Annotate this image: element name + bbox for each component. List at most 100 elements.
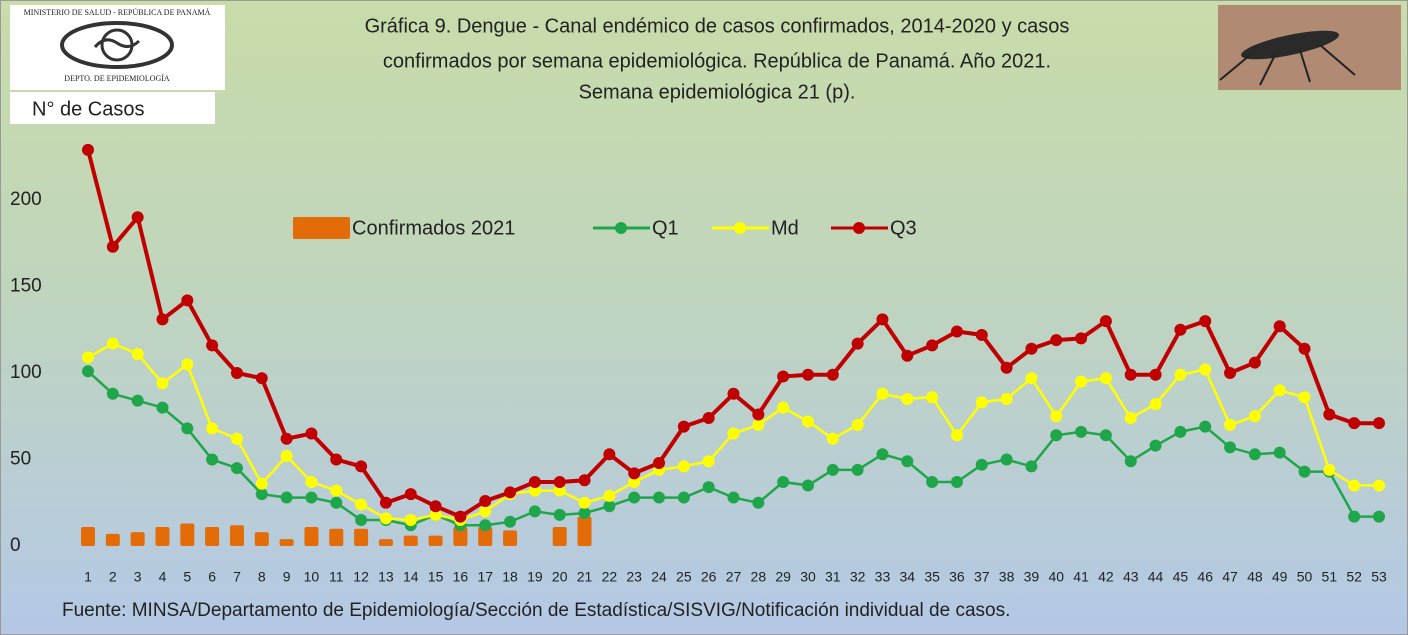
x-tick-label: 11 xyxy=(329,569,344,585)
marker xyxy=(1050,429,1063,442)
bar xyxy=(105,533,120,546)
legend-label: Md xyxy=(771,217,799,239)
marker xyxy=(1149,398,1162,411)
marker xyxy=(1124,368,1137,381)
marker xyxy=(553,508,566,521)
marker xyxy=(1323,408,1336,421)
bar xyxy=(229,525,244,546)
marker xyxy=(1298,342,1311,355)
marker xyxy=(355,498,368,511)
marker xyxy=(1000,361,1013,374)
marker xyxy=(106,240,119,253)
marker xyxy=(255,488,268,501)
marker xyxy=(1224,441,1237,454)
x-tick-label: 39 xyxy=(1024,569,1040,585)
x-tick-label: 29 xyxy=(775,569,791,585)
marker xyxy=(1149,368,1162,381)
marker xyxy=(1199,363,1212,376)
x-tick-label: 9 xyxy=(283,569,291,585)
x-tick-label: 23 xyxy=(626,569,642,585)
marker xyxy=(628,467,641,480)
x-tick-label: 30 xyxy=(800,569,816,585)
x-tick-label: 45 xyxy=(1173,569,1189,585)
y-tick-label: 100 xyxy=(10,362,42,383)
marker xyxy=(1000,392,1013,405)
x-tick-label: 13 xyxy=(378,569,394,585)
x-tick-label: 41 xyxy=(1073,569,1089,585)
marker xyxy=(1174,368,1187,381)
legend-swatch xyxy=(853,222,865,234)
x-tick-label: 52 xyxy=(1346,569,1362,585)
x-tick-label: 31 xyxy=(825,569,841,585)
bar xyxy=(81,526,95,546)
marker xyxy=(603,500,616,513)
marker xyxy=(1075,332,1088,345)
bar xyxy=(205,526,220,546)
marker xyxy=(131,394,144,407)
x-tick-label: 2 xyxy=(109,569,117,585)
marker xyxy=(901,455,914,468)
x-tick-label: 27 xyxy=(726,569,742,585)
x-tick-label: 51 xyxy=(1322,569,1338,585)
marker xyxy=(1248,410,1261,423)
marker xyxy=(975,396,988,409)
marker xyxy=(454,510,467,523)
marker xyxy=(181,358,194,371)
marker xyxy=(876,448,889,461)
title-line: Semana epidemiológica 21 (p). xyxy=(579,81,856,103)
marker xyxy=(330,453,343,466)
marker xyxy=(230,432,243,445)
marker xyxy=(752,418,765,431)
marker xyxy=(404,514,417,527)
legend-swatch xyxy=(734,222,746,234)
marker xyxy=(1273,446,1286,459)
bar xyxy=(503,530,518,546)
marker xyxy=(255,477,268,490)
marker xyxy=(851,418,864,431)
marker xyxy=(801,415,814,428)
marker xyxy=(1099,315,1112,328)
logo: MINISTERIO DE SALUD - REPÚBLICA DE PANAM… xyxy=(10,5,225,90)
bar xyxy=(180,523,195,546)
marker xyxy=(330,484,343,497)
bar xyxy=(130,532,145,546)
marker xyxy=(851,463,864,476)
marker xyxy=(975,328,988,341)
marker xyxy=(1298,391,1311,404)
bar xyxy=(155,526,170,546)
marker xyxy=(379,512,392,525)
marker xyxy=(131,347,144,360)
marker xyxy=(851,337,864,350)
marker xyxy=(1298,465,1311,478)
marker xyxy=(1248,356,1261,369)
marker xyxy=(702,455,715,468)
marker xyxy=(1124,411,1137,424)
marker xyxy=(1075,375,1088,388)
marker xyxy=(479,519,492,532)
marker xyxy=(628,491,641,504)
marker xyxy=(777,370,790,383)
marker xyxy=(528,505,541,518)
marker xyxy=(305,491,318,504)
marker xyxy=(677,460,690,473)
legend-swatch xyxy=(615,222,627,234)
marker xyxy=(801,368,814,381)
source: Fuente: MINSA/Departamento de Epidemiolo… xyxy=(62,600,1010,621)
x-tick-label: 12 xyxy=(353,569,369,585)
marker xyxy=(305,427,318,440)
bar xyxy=(378,539,393,546)
marker xyxy=(702,481,715,494)
marker xyxy=(404,488,417,501)
marker xyxy=(826,368,839,381)
marker xyxy=(1050,334,1063,347)
x-tick-label: 46 xyxy=(1197,569,1213,585)
marker xyxy=(1273,320,1286,333)
marker xyxy=(355,460,368,473)
marker xyxy=(727,387,740,400)
marker xyxy=(1025,342,1038,355)
marker xyxy=(901,349,914,362)
marker xyxy=(1373,510,1385,523)
marker xyxy=(1373,479,1385,492)
legend-swatch xyxy=(293,217,350,239)
marker xyxy=(901,392,914,405)
